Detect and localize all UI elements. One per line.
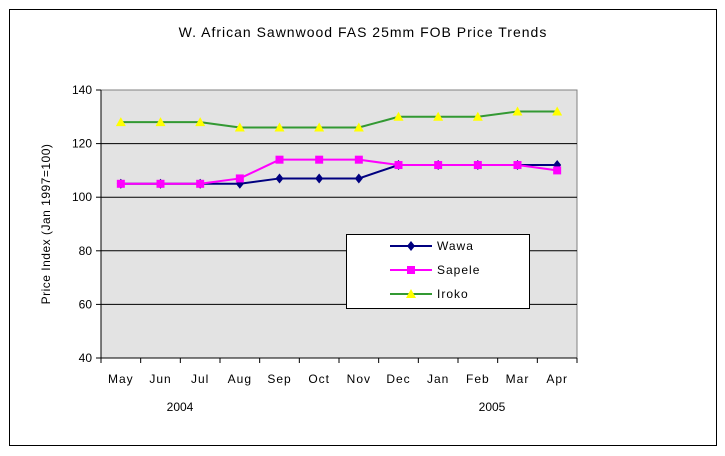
legend-label-iroko: Iroko <box>437 287 469 301</box>
y-tick-label: 40 <box>79 351 93 365</box>
data-point-iroko <box>115 117 126 127</box>
legend-marker-iroko <box>406 289 416 298</box>
x-tick-label-sep: Sep <box>267 372 291 386</box>
x-tick-label-apr: Apr <box>546 372 568 386</box>
legend-marker-sapele <box>407 266 415 274</box>
data-point-iroko <box>472 111 483 121</box>
x-tick-label-jun: Jun <box>149 372 171 386</box>
x-tick-label-jul: Jul <box>191 372 209 386</box>
data-point-sapele <box>156 179 165 188</box>
data-point-iroko <box>393 111 404 121</box>
data-point-sapele <box>354 155 363 164</box>
x-tick-label-feb: Feb <box>466 372 490 386</box>
data-point-iroko <box>274 122 285 132</box>
x-tick-label-nov: Nov <box>347 372 371 386</box>
y-axis-label: Price Index (Jan 1997=100) <box>39 144 53 305</box>
data-point-sapele <box>553 166 562 175</box>
y-tick-label: 120 <box>72 137 92 151</box>
y-tick-label: 140 <box>72 83 92 97</box>
data-point-sapele <box>235 174 244 183</box>
data-point-sapele <box>275 155 284 164</box>
y-tick-label: 60 <box>79 297 93 311</box>
data-point-wawa <box>354 173 363 184</box>
x-tick-label-may: May <box>108 372 134 386</box>
data-point-iroko <box>552 106 563 116</box>
data-point-wawa <box>275 173 284 184</box>
legend: Wawa Sapele Iroko <box>346 234 530 309</box>
data-point-sapele <box>513 161 522 170</box>
data-point-sapele <box>394 161 403 170</box>
chart-title: W. African Sawnwood FAS 25mm FOB Price T… <box>179 24 548 40</box>
data-point-iroko <box>353 122 364 132</box>
series-line-iroko <box>120 110 558 129</box>
x-tick-label-oct: Oct <box>308 372 330 386</box>
legend-marker-wawa <box>407 241 415 251</box>
data-point-sapele <box>315 155 324 164</box>
data-point-iroko <box>195 117 206 127</box>
x-tick-label-dec: Dec <box>386 372 410 386</box>
x-tick-label-aug: Aug <box>228 372 252 386</box>
y-tick-label: 80 <box>79 244 93 258</box>
plot-area <box>100 89 578 359</box>
data-point-iroko <box>512 106 523 116</box>
data-point-iroko <box>314 122 325 132</box>
x-tick-label-mar: Mar <box>506 372 530 386</box>
series-iroko <box>115 106 563 132</box>
data-point-sapele <box>116 179 125 188</box>
data-point-wawa <box>315 173 324 184</box>
series-sapele <box>116 155 562 188</box>
data-point-iroko <box>433 111 444 121</box>
legend-label-sapele: Sapele <box>437 263 480 277</box>
x-tick-label-jan: Jan <box>427 372 449 386</box>
legend-label-wawa: Wawa <box>437 239 474 253</box>
y-tick-label: 100 <box>72 190 92 204</box>
data-point-iroko <box>155 117 166 127</box>
year-label-2005: 2005 <box>479 400 506 414</box>
data-point-sapele <box>473 161 482 170</box>
series-line-sapele <box>120 158 558 185</box>
data-point-sapele <box>196 179 205 188</box>
year-label-2004: 2004 <box>167 400 194 414</box>
data-point-sapele <box>434 161 443 170</box>
data-point-iroko <box>234 122 245 132</box>
